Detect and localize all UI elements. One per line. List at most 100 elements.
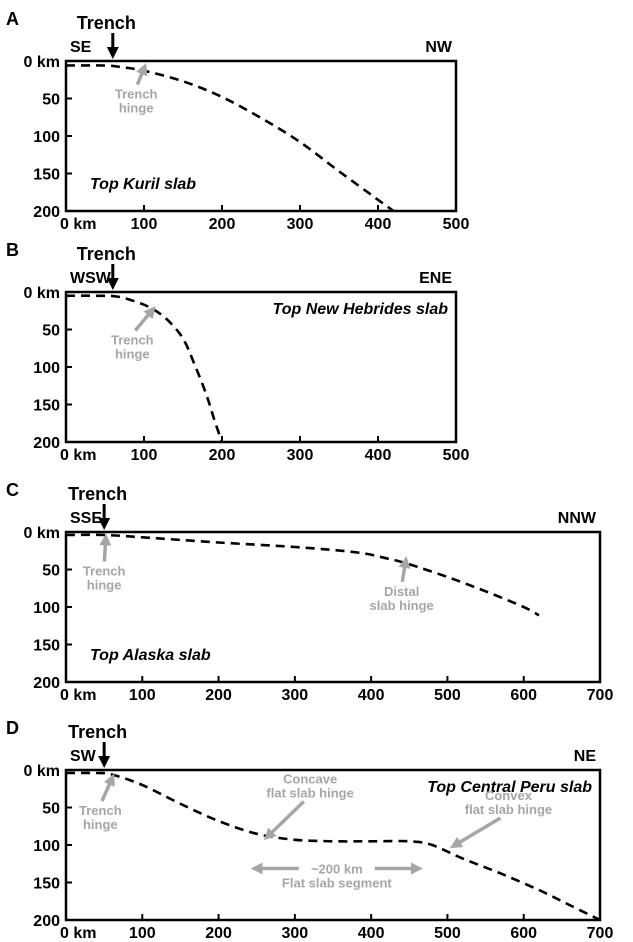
trench-label: Trench <box>77 13 136 33</box>
slab-surface-line <box>65 294 224 443</box>
chart-panel-c: C Trench SSE NNW 0 km 100 200 300 400 500 600 700 0 … <box>6 480 613 704</box>
annotation-text: flat slab hinge <box>266 786 353 801</box>
y-tick-label: 100 <box>33 360 60 377</box>
x-tick-label: 700 <box>587 687 614 704</box>
y-tick-label: 50 <box>42 563 60 580</box>
x-tick-label: 400 <box>358 687 385 704</box>
panel-label: A <box>6 9 19 29</box>
slab-title: Top Alaska slab <box>90 647 211 664</box>
direction-right: NE <box>574 748 597 765</box>
y-tick-label: 0 km <box>24 763 60 780</box>
x-tick-label: 200 <box>209 447 236 464</box>
direction-left: SE <box>70 39 92 56</box>
y-tick-label: 50 <box>42 92 60 109</box>
annotation-text: Distal <box>384 584 419 599</box>
panel-label: D <box>6 718 19 738</box>
direction-right: NNW <box>558 510 597 527</box>
y-tick-label: 200 <box>33 913 60 930</box>
x-tick-label: 500 <box>443 447 470 464</box>
annotation-arrow <box>263 800 306 841</box>
panel-label: B <box>6 240 19 260</box>
annotation-arrow <box>133 306 156 332</box>
x-tick-label: 0 km <box>60 216 96 233</box>
annotation-arrow <box>135 62 148 86</box>
y-tick-label: 150 <box>33 167 60 184</box>
annotation-text: hinge <box>87 578 122 593</box>
x-tick-label: 200 <box>209 216 236 233</box>
annotation-arrow <box>99 533 112 562</box>
slab-title: Top New Hebrides slab <box>273 301 449 318</box>
y-tick-label: 50 <box>42 323 60 340</box>
slab-surface-line <box>65 771 601 922</box>
panel-label: C <box>6 480 19 500</box>
x-tick-label: 200 <box>205 925 232 942</box>
x-tick-label: 100 <box>129 687 156 704</box>
annotation-arrow <box>398 556 411 583</box>
direction-left: WSW <box>70 270 112 287</box>
trench-label: Trench <box>68 722 127 742</box>
direction-left: SW <box>70 748 97 765</box>
y-tick-label: 200 <box>33 675 60 692</box>
y-tick-label: 0 km <box>24 285 60 302</box>
x-tick-label: 0 km <box>60 447 96 464</box>
slab-surface-line <box>65 64 395 213</box>
x-tick-label: 0 km <box>60 925 96 942</box>
annotation-text: Concave <box>283 772 337 787</box>
y-tick-label: 100 <box>33 600 60 617</box>
y-tick-label: 100 <box>33 838 60 855</box>
annotation-text: slab hinge <box>370 598 434 613</box>
annotation-text: hinge <box>119 101 154 116</box>
slab-title: Top Central Peru slab <box>427 779 592 796</box>
direction-left: SSE <box>70 510 102 527</box>
chart-panel-d: D Trench SW NE 0 km 100 200 300 400 500 600 700 0 km… <box>6 718 613 942</box>
direction-right: NW <box>425 39 453 56</box>
annotation-text: Trench <box>115 87 158 102</box>
y-tick-label: 150 <box>33 638 60 655</box>
x-tick-label: 700 <box>587 925 614 942</box>
x-tick-label: 600 <box>510 687 537 704</box>
annotation-text: ~200 km <box>311 862 363 877</box>
x-tick-label: 200 <box>205 687 232 704</box>
annotation-text: Trench <box>111 333 154 348</box>
x-tick-label: 0 km <box>60 687 96 704</box>
x-tick-label: 600 <box>510 925 537 942</box>
x-tick-label: 500 <box>443 216 470 233</box>
y-tick-label: 0 km <box>24 54 60 71</box>
y-tick-label: 100 <box>33 129 60 146</box>
x-tick-label: 500 <box>434 925 461 942</box>
slab-title: Top Kuril slab <box>90 176 196 193</box>
x-tick-label: 400 <box>358 925 385 942</box>
slab-surface-line <box>65 533 540 617</box>
x-tick-label: 400 <box>365 216 392 233</box>
y-tick-label: 200 <box>33 435 60 452</box>
x-tick-label: 300 <box>287 447 314 464</box>
annotation-arrow <box>100 773 115 802</box>
y-tick-label: 50 <box>42 801 60 818</box>
y-tick-label: 150 <box>33 398 60 415</box>
x-tick-label: 100 <box>131 216 158 233</box>
x-tick-label: 100 <box>131 447 158 464</box>
x-tick-label: 500 <box>434 687 461 704</box>
trench-label: Trench <box>68 484 127 504</box>
y-tick-label: 200 <box>33 204 60 221</box>
x-tick-label: 300 <box>282 687 309 704</box>
annotation-text: hinge <box>83 817 118 832</box>
annotation-text: hinge <box>115 347 150 362</box>
annotation-text: Trench <box>83 564 126 579</box>
x-tick-label: 100 <box>129 925 156 942</box>
x-tick-label: 300 <box>282 925 309 942</box>
x-tick-label: 300 <box>287 216 314 233</box>
trench-label: Trench <box>77 244 136 264</box>
y-tick-label: 0 km <box>24 525 60 542</box>
x-tick-label: 400 <box>365 447 392 464</box>
annotation-text: flat slab hinge <box>465 802 552 817</box>
annotation-text: Trench <box>79 803 122 818</box>
y-tick-label: 150 <box>33 876 60 893</box>
direction-right: ENE <box>419 270 452 287</box>
chart-panel-a: A Trench SE NW 0 km 100 200 300 400 500 0 km 50 100 1… <box>6 9 469 233</box>
annotation-text: Convex <box>485 788 533 803</box>
annotation-arrow <box>449 816 502 849</box>
annotation-text: Flat slab segment <box>282 876 392 891</box>
chart-panel-b: B Trench WSW ENE 0 km 100 200 300 400 500 0 km 50 10… <box>6 240 469 464</box>
